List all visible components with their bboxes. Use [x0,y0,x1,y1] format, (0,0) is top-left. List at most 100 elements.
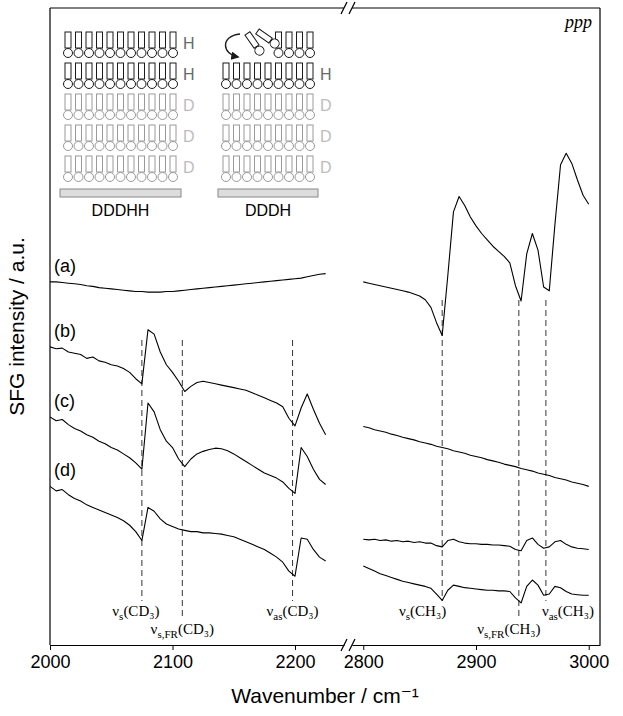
lipid-tail [118,63,124,79]
x-axis: 280029003000 [344,645,610,672]
polarization-label: ppp [563,12,592,32]
lipid-tail [107,125,113,141]
lipid-head [169,80,178,89]
lipid-tail [139,125,145,141]
lipid-tail [244,63,250,79]
mode-label: νs,FR(CD₃) [151,621,214,640]
lipid-head [148,142,157,151]
lipid-tail [149,125,155,141]
lipid-tail [244,156,250,172]
y-axis-line [599,8,600,645]
lipid-tail [139,32,145,48]
lipid-tail [149,94,155,110]
lipid-head [243,111,252,120]
lipid-tail [107,156,113,172]
lipid-head [106,49,115,58]
layer-label: D [183,128,195,145]
layer-label: D [320,128,332,145]
lipid-tail [170,94,176,110]
lipid-tail [244,94,250,110]
mode-group: (CD₃) [283,603,319,620]
lipid-head [169,142,178,151]
lipid-head [85,49,94,58]
mode-line [518,300,519,619]
lipid-head [148,173,157,182]
lipid-head [285,173,294,182]
lipid-head [74,142,83,151]
lipid-head [116,49,125,58]
lipid-head [137,142,146,151]
lipid-head [169,111,178,120]
spectrum-line [363,566,588,603]
axis-break [341,639,347,651]
lipid-tail [297,32,303,48]
lipid-head [158,49,167,58]
lipid-tail [223,125,229,141]
spectrum-line [50,330,326,435]
x-tick-label: 2900 [456,652,496,672]
lipid-head [148,111,157,120]
mode-line [545,300,546,601]
lipid-head [127,173,136,182]
lipid-head [95,49,104,58]
lipid-head [148,80,157,89]
lipid-tail [160,125,166,141]
lipid-tail [86,94,92,110]
lipid-tail [286,94,292,110]
lipid-head [85,173,94,182]
lipid-head [222,80,231,89]
substrate [60,189,181,197]
mode-label: νas(CD₃) [267,603,319,622]
lipid-head [74,173,83,182]
lipid-tail [86,156,92,172]
lipid-head [222,111,231,120]
x-axis-title: Wavenumber / cm⁻¹ [231,684,419,707]
lipid-tail [107,63,113,79]
lipid-head [137,111,146,120]
lipid-head [306,49,315,58]
annotations: νs(CD₃)νs,FR(CD₃)νas(CD₃) [112,340,318,640]
lipid-tail [97,63,103,79]
lipid-head [116,142,125,151]
lipid-head [85,142,94,151]
lipid-head [306,142,315,151]
spectrum-line [50,486,326,576]
lipid-head [158,142,167,151]
mode-label: νs(CH₃) [399,603,446,622]
flip-arrow [226,34,241,57]
lipid-tail [265,94,271,110]
inset-schematic: HHDDDDDDHHHDDDDDDH [60,28,332,219]
series-label: (c) [54,391,75,411]
lipid-head [264,111,273,120]
lipid-tail [286,125,292,141]
lipid-tail [65,94,71,110]
mode-label: νs,FR(CH₃) [477,621,540,640]
lipid-head [285,142,294,151]
mode-subscript: s,FR [484,628,505,640]
series-label: (b) [54,321,76,341]
lipid-head [295,80,304,89]
lipid-tail [223,156,229,172]
lipid-head [85,111,94,120]
layer-label: H [183,66,195,83]
lipid-head [127,80,136,89]
mode-subscript: s,FR [157,628,178,640]
lipid-tail [65,63,71,79]
lipid-tail [255,94,261,110]
lipid-tail [149,156,155,172]
lipid-tail [76,156,82,172]
lipid-head [285,80,294,89]
mode-group: (CH₃) [410,603,446,620]
lipid-tail [76,125,82,141]
lipid-head [158,173,167,182]
lipid-tail [128,63,134,79]
lipid-tail [97,125,103,141]
lipid-tail [128,32,134,48]
lipid-head [106,173,115,182]
lipid-head [232,173,241,182]
mode-line [182,340,183,619]
lipid-head [85,80,94,89]
x-tick: 3000 [569,645,609,672]
lipid-head [268,37,281,50]
lipid-head [116,80,125,89]
